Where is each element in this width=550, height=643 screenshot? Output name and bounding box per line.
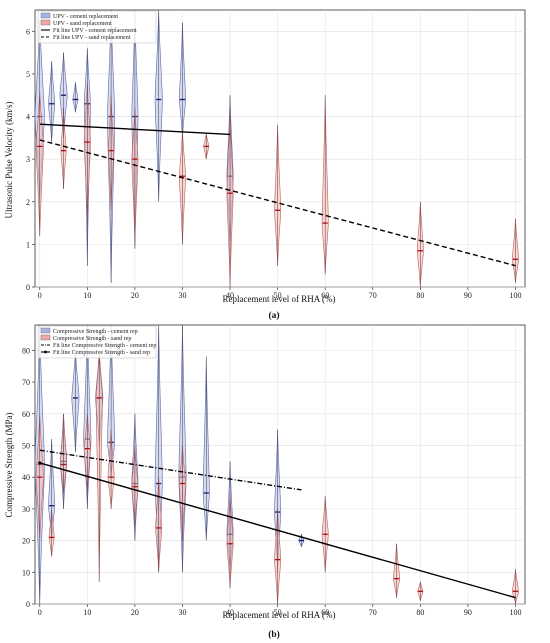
chart-a-xtick-label: 50 xyxy=(274,291,282,300)
chart-a-xtick-label: 70 xyxy=(369,291,377,300)
chart-b-ytick-label: 50 xyxy=(22,441,30,450)
chart-b-ytick-label: 70 xyxy=(22,378,30,387)
chart-a-xtick-label: 90 xyxy=(464,291,472,300)
chart-b-xtick-label: 100 xyxy=(509,608,521,617)
chart-b-xtick-label: 20 xyxy=(131,608,139,617)
chart-a-ytick-label: 0 xyxy=(26,283,30,292)
chart-b-ytick-label: 80 xyxy=(22,346,30,355)
chart-b-xtick-label: 90 xyxy=(464,608,472,617)
chart-b-fit-line-marker xyxy=(38,461,42,465)
chart-a-ytick-label: 4 xyxy=(26,113,30,122)
chart-a-ytick-label: 6 xyxy=(26,27,30,36)
chart-a-caption: (a) xyxy=(268,310,279,321)
chart-b-legend-swatch xyxy=(40,327,51,334)
chart-a-fit-line-dashed xyxy=(39,139,516,267)
chart-b-legend-box xyxy=(37,325,157,359)
chart-a-violins xyxy=(35,10,519,287)
chart-a-xtick-label: 100 xyxy=(509,291,521,300)
chart-a-legend-label: UPV - sand replacement xyxy=(53,21,112,27)
chart-a-ylabel: Ultrasonic Pulse Velocity (km/s) xyxy=(4,101,14,218)
chart-b-ytick-label: 10 xyxy=(22,568,30,577)
chart-b-legend-marker xyxy=(44,350,47,354)
chart-b-ytick-label: 0 xyxy=(26,600,30,609)
chart-a-ytick-label: 3 xyxy=(26,155,30,164)
chart-a-legend-swatch xyxy=(40,12,51,19)
chart-b-xtick-label: 10 xyxy=(83,608,91,617)
chart-a-xlabel: Replacement level of RHA (%) xyxy=(223,294,336,304)
chart-a-legend-label: Fit line UPV - cement replacement xyxy=(53,28,137,34)
chart-b-xtick-label: 40 xyxy=(226,608,234,617)
chart-b-xtick-label: 70 xyxy=(369,608,377,617)
chart-b-xlabel: Replacement level of RHA (%) xyxy=(223,610,336,620)
chart-b-legend-swatch xyxy=(40,334,51,341)
chart-b-fit-line-solid xyxy=(39,462,516,599)
chart-a-xtick-label: 10 xyxy=(83,291,91,300)
chart-b-legend: Compressive Strength - cement repCompres… xyxy=(37,325,157,359)
chart-a-legend-label: Fit line UPV - sand replacement xyxy=(53,35,131,41)
chart-b-xtick-label: 50 xyxy=(274,608,282,617)
chart-b-ytick-label: 30 xyxy=(22,505,30,514)
chart-b-ytick-label: 60 xyxy=(22,410,30,419)
chart-b-caption: (b) xyxy=(268,629,280,640)
chart-a-xtick-label: 20 xyxy=(131,291,139,300)
chart-a-legend-label: UPV - cement replacement xyxy=(53,14,118,20)
chart-b-legend-label: Compressive Strength - sand rep xyxy=(53,336,131,342)
chart-b: Compressive Strength (MPa) Replacement l… xyxy=(4,324,526,640)
chart-a-xtick-label: 60 xyxy=(321,291,329,300)
chart-a-fit-line-solid xyxy=(39,123,231,136)
chart-b-ytick-label: 40 xyxy=(22,473,30,482)
chart-b-xtick-label: 80 xyxy=(416,608,424,617)
chart-a-xtick-label: 30 xyxy=(178,291,186,300)
chart-a-ytick-label: 5 xyxy=(26,70,30,79)
chart-b-xtick-label: 30 xyxy=(178,608,186,617)
chart-b-xtick-label: 0 xyxy=(38,608,42,617)
chart-a-legend-swatch xyxy=(40,19,51,26)
chart-a-ytick-label: 2 xyxy=(26,198,30,207)
chart-b-ytick-label: 20 xyxy=(22,537,30,546)
chart-a: Ultrasonic Pulse Velocity (km/s) Replace… xyxy=(4,9,526,321)
chart-b-ylabel: Compressive Strength (MPa) xyxy=(4,413,14,518)
chart-a-legend-box xyxy=(37,10,157,44)
chart-a-xtick-label: 0 xyxy=(38,291,42,300)
chart-b-xtick-label: 60 xyxy=(321,608,329,617)
chart-b-legend-label: Fit line Compressive Strength - sand rep xyxy=(53,350,150,356)
chart-a-ytick-label: 1 xyxy=(26,240,30,249)
chart-a-xtick-label: 80 xyxy=(416,291,424,300)
chart-a-xtick-label: 40 xyxy=(226,291,234,300)
chart-a-plot-area xyxy=(34,9,526,288)
chart-b-fit-line-dashdot xyxy=(39,449,302,491)
chart-b-legend-label: Fit line Compressive Strength - cement r… xyxy=(53,343,156,349)
chart-b-legend-label: Compressive Strength - cement rep xyxy=(53,329,138,335)
